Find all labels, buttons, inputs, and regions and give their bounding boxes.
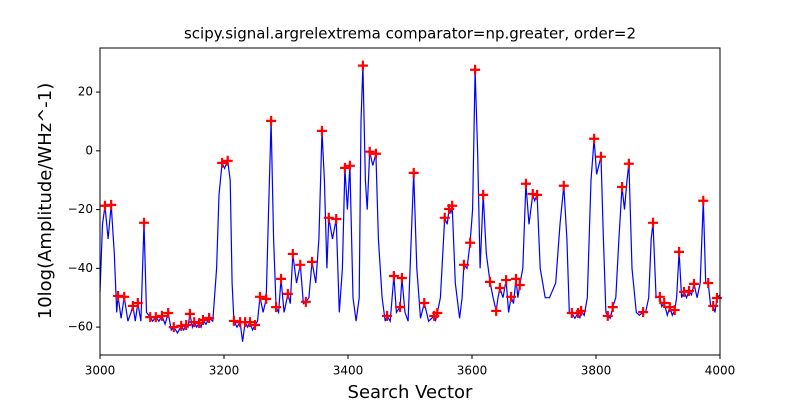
extremum-marker: [688, 278, 699, 289]
extremum-marker: [184, 308, 195, 319]
y-tick-label: 0: [85, 143, 93, 157]
extremum-marker: [638, 307, 649, 318]
extremum-marker: [119, 291, 130, 302]
extremum-marker: [511, 273, 522, 284]
x-tick-label: 3000: [85, 364, 116, 378]
extremum-marker: [607, 302, 618, 313]
extremum-marker: [558, 180, 569, 191]
extremum-marker: [168, 322, 179, 333]
extremum-marker: [654, 291, 665, 302]
extremum-marker: [132, 298, 143, 309]
extremum-marker: [276, 273, 287, 284]
extremum-marker: [344, 160, 355, 171]
extremum-marker: [396, 273, 407, 284]
extremum-marker: [106, 199, 117, 210]
extremum-marker: [648, 217, 659, 228]
extremum-marker: [674, 246, 685, 257]
extremum-marker: [432, 307, 443, 318]
extremum-marker: [204, 312, 215, 323]
extremum-marker: [659, 298, 670, 309]
extremum-marker: [282, 288, 293, 299]
extremum-marker: [323, 212, 334, 223]
extremum-marker: [708, 300, 719, 311]
extremum-marker: [698, 195, 709, 206]
y-tick-label: −60: [68, 320, 93, 334]
extremum-marker: [532, 189, 543, 200]
extremum-marker: [595, 151, 606, 162]
extremum-marker: [163, 307, 174, 318]
extremum-marker: [157, 310, 167, 321]
x-axis-label: Search Vector: [348, 382, 474, 400]
extremum-marker: [576, 305, 587, 316]
extremum-marker: [494, 283, 505, 294]
plot-frame: [99, 47, 721, 356]
extremum-marker: [316, 125, 327, 136]
extremum-marker: [520, 178, 531, 189]
extremum-marker: [484, 276, 495, 287]
extremum-marker: [261, 293, 272, 304]
extremum-marker: [684, 285, 694, 296]
x-tick-label: 3600: [457, 364, 488, 378]
extremum-marker: [139, 217, 150, 228]
extremum-marker: [447, 200, 458, 211]
extremum-marker: [395, 302, 406, 313]
extremum-marker: [506, 291, 517, 302]
extremum-marker: [703, 278, 714, 289]
y-tick-label: 20: [78, 85, 93, 99]
extremum-marker: [382, 310, 393, 321]
x-tick-label: 3800: [581, 364, 612, 378]
extremum-marker: [357, 60, 368, 71]
extremum-marker: [623, 158, 634, 169]
extremum-marker: [408, 167, 419, 178]
extremum-marker: [300, 296, 311, 307]
extremum-marker: [458, 259, 469, 270]
extremum-marker: [364, 146, 375, 157]
extremum-marker: [266, 115, 277, 126]
extremum-marker: [617, 181, 628, 192]
x-tick-label: 3400: [333, 364, 364, 378]
extremum-marker: [331, 213, 342, 224]
extremum-marker: [514, 280, 525, 291]
extremum-marker: [197, 315, 208, 326]
extremum-marker: [465, 237, 476, 248]
extremum-marker: [222, 155, 233, 166]
extremum-marker: [669, 305, 680, 316]
extremum-marker: [370, 148, 381, 159]
extremum-marker: [254, 291, 265, 302]
extremum-marker: [181, 320, 192, 331]
x-tick-label: 3200: [209, 364, 240, 378]
extremum-marker: [271, 302, 282, 313]
extremum-marker: [250, 320, 260, 331]
extremum-marker: [439, 212, 450, 223]
extremum-marker: [470, 64, 481, 75]
extremum-marker: [228, 315, 239, 326]
extremum-marker: [419, 298, 430, 309]
extremum-marker: [295, 259, 306, 270]
extremum-marker: [478, 189, 489, 200]
extremum-marker: [501, 275, 512, 286]
y-tick-label: −40: [68, 261, 93, 275]
extremum-marker: [339, 162, 350, 173]
extremum-marker: [287, 248, 298, 259]
x-tick-label: 4000: [705, 364, 736, 378]
extremum-marker: [307, 256, 318, 267]
extremum-marker: [602, 310, 613, 321]
chart-title: scipy.signal.argrelextrema comparator=np…: [184, 25, 636, 43]
extremum-marker: [589, 133, 600, 144]
extremum-marker: [217, 157, 228, 168]
extremum-marker: [491, 305, 502, 316]
y-tick-label: −20: [68, 202, 93, 216]
extremum-marker: [388, 270, 399, 281]
y-axis-label: 10log(Amplitude/WHz^-1): [35, 83, 56, 320]
extremum-marker: [150, 312, 161, 323]
